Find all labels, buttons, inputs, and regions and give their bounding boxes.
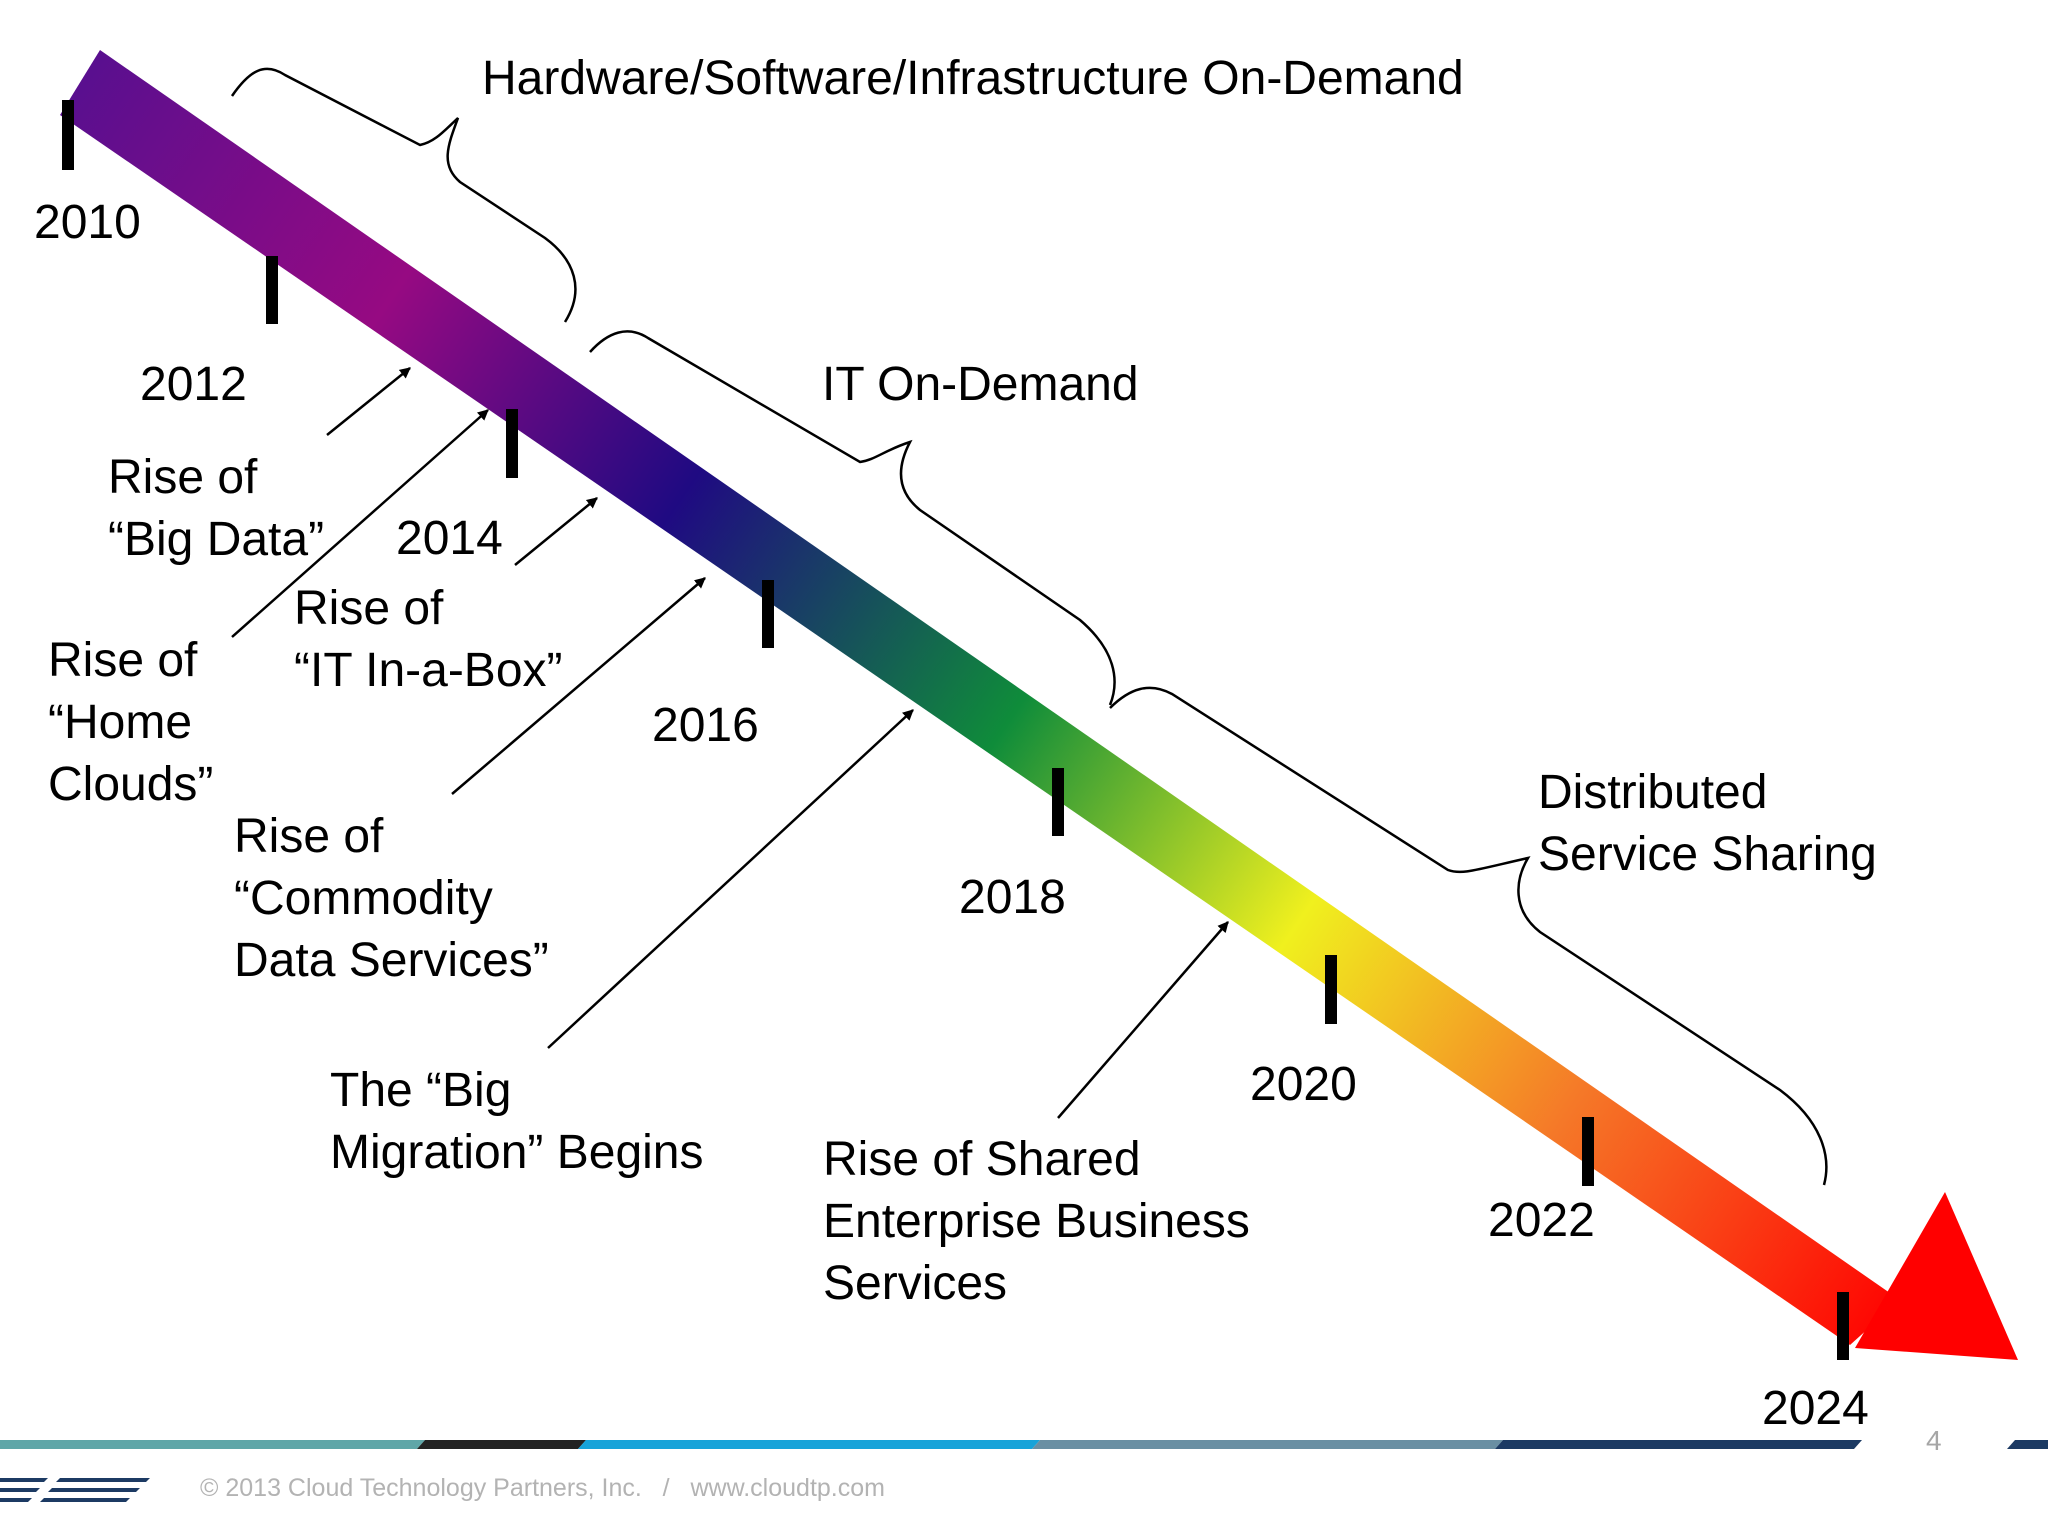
year-label: 2014 (396, 512, 503, 565)
milestone-big-data: Rise of (108, 451, 258, 504)
page-number: 4 (1926, 1425, 1942, 1456)
footer-copyright: © 2013 Cloud Technology Partners, Inc. /… (200, 1474, 885, 1502)
year-label: 2012 (140, 358, 247, 411)
era-brace-2 (589, 330, 1116, 706)
milestone-shared-enterprise: Enterprise Business (823, 1195, 1250, 1248)
era-brace-1 (230, 67, 577, 323)
timeline-arrow-band (60, 50, 1900, 1345)
milestone-home-clouds: Rise of (48, 634, 198, 687)
footer-bar-segment (0, 1440, 425, 1449)
year-label: 2024 (1762, 1382, 1869, 1435)
arrow-shared-enterprise (1057, 921, 1229, 1119)
company-logo (0, 1478, 150, 1502)
era-brace-3 (1109, 686, 1828, 1186)
milestone-shared-enterprise: Rise of Shared (823, 1133, 1141, 1186)
era-label-it-on-demand: IT On-Demand (822, 358, 1139, 411)
era-label-distributed: Distributed (1538, 766, 1767, 819)
timeline-arrow-head (1855, 1192, 2018, 1360)
footer-bar-segment (1032, 1440, 1503, 1449)
year-ticks (62, 100, 1849, 1360)
arrow-it-in-a-box (514, 497, 598, 566)
footer-bar-segment (578, 1440, 1040, 1449)
footer-bar-segment (1495, 1440, 1862, 1449)
milestone-it-in-a-box: Rise of (294, 582, 444, 635)
arrow-big-migration (547, 709, 914, 1049)
year-label: 2022 (1488, 1194, 1595, 1247)
footer-bar-segment (2007, 1440, 2048, 1449)
year-label: 2020 (1250, 1058, 1357, 1111)
year-label: 2018 (959, 871, 1066, 924)
era-label-distributed: Service Sharing (1538, 828, 1877, 881)
milestone-home-clouds: “Home (48, 696, 192, 749)
arrow-big-data (326, 367, 411, 436)
milestone-big-migration: Migration” Begins (330, 1126, 704, 1179)
milestone-shared-enterprise: Services (823, 1257, 1007, 1310)
era-labels: Hardware/Software/Infrastructure On-Dema… (482, 52, 1877, 881)
milestone-commodity-data: Data Services” (234, 934, 549, 987)
milestone-commodity-data: Rise of (234, 810, 384, 863)
footer-bar (0, 1440, 2048, 1449)
milestone-it-in-a-box: “IT In-a-Box” (294, 644, 563, 697)
milestone-labels: Rise of “Big Data” Rise of “Home Clouds”… (48, 451, 1250, 1310)
footer-bar-segment (417, 1440, 586, 1449)
year-labels: 2010 2012 2014 2016 2018 2020 2022 2024 (34, 196, 1869, 1435)
milestone-big-data: “Big Data” (108, 513, 324, 566)
era-label-hardware-software: Hardware/Software/Infrastructure On-Dema… (482, 52, 1464, 105)
year-label: 2010 (34, 196, 141, 249)
arrow-home-clouds (231, 409, 489, 638)
arrow-commodity-data (451, 577, 706, 795)
milestone-commodity-data: “Commodity (234, 872, 493, 925)
era-braces (230, 67, 1828, 1186)
milestone-big-migration: The “Big (330, 1064, 511, 1117)
milestone-arrows (231, 367, 1229, 1119)
year-label: 2016 (652, 699, 759, 752)
milestone-home-clouds: Clouds” (48, 758, 213, 811)
